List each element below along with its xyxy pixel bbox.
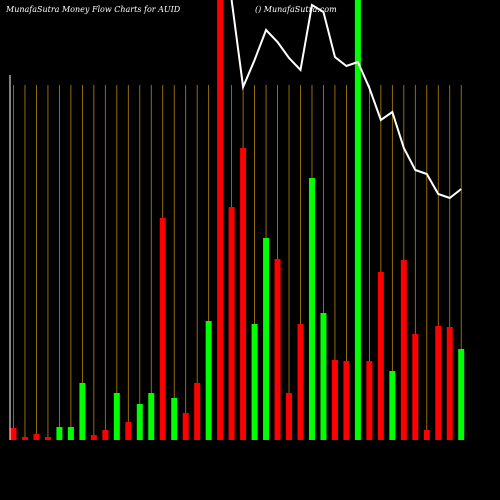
lines [230, 0, 462, 200]
bar [274, 259, 281, 440]
bar [33, 434, 40, 440]
bar [366, 361, 373, 440]
bar [435, 326, 442, 440]
bar [343, 361, 350, 440]
bar [159, 218, 166, 440]
bars [10, 0, 465, 440]
bar [10, 428, 17, 440]
bar [458, 349, 465, 440]
bar [320, 313, 327, 440]
bar [56, 427, 63, 440]
chart-subtitle: () MunafaSutra.com [255, 5, 337, 14]
money-flow-line [230, 0, 462, 200]
bar [412, 334, 419, 440]
bar [389, 371, 396, 440]
bar [182, 413, 189, 440]
bar [251, 324, 258, 440]
bar [377, 272, 384, 440]
bar [148, 393, 155, 440]
bar [171, 398, 178, 440]
bar [125, 422, 132, 440]
bar [90, 435, 97, 440]
bar [263, 238, 270, 440]
bar [331, 360, 338, 440]
bar [228, 207, 235, 440]
bar [44, 437, 51, 440]
bar [240, 148, 247, 440]
chart-title: MunafaSutra Money Flow Charts for AUID [5, 5, 181, 14]
bar [286, 393, 293, 440]
bar [67, 427, 74, 440]
bar [217, 0, 224, 440]
bar [423, 430, 430, 440]
bar [400, 260, 407, 440]
bar [194, 383, 201, 440]
bar [205, 321, 212, 440]
bar [79, 383, 86, 440]
bar [308, 178, 315, 440]
bar [21, 437, 28, 440]
bar [297, 324, 304, 440]
bar [354, 0, 361, 440]
bar [113, 393, 120, 440]
bar [102, 430, 109, 440]
bar [136, 404, 143, 440]
bar [446, 327, 453, 440]
